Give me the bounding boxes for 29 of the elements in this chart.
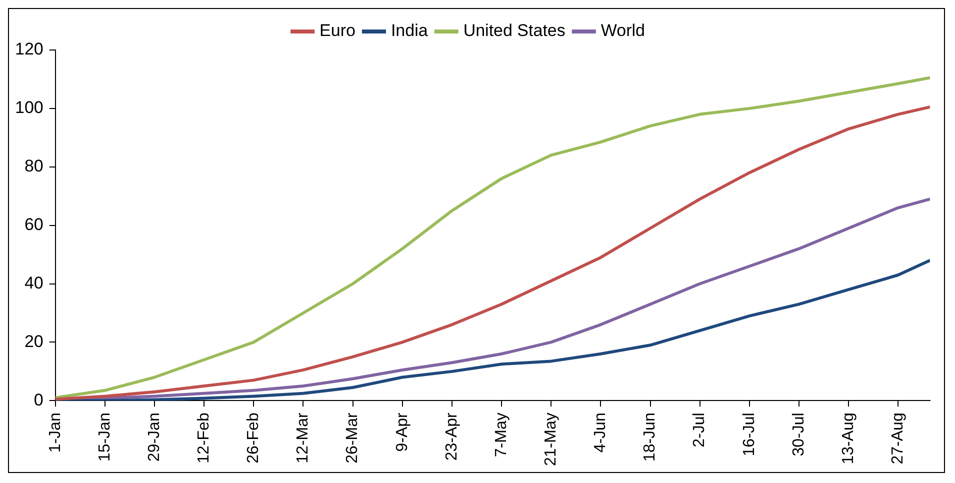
x-tick-label: 1-Jan [46,412,64,453]
y-tick-label: 40 [24,273,44,292]
legend-label: India [390,21,428,40]
x-tick-label: 26-Feb [245,412,262,464]
x-tick-label: 23-Apr [443,412,460,461]
x-tick-label: 9-Apr [394,412,411,452]
x-tick-label: 26-Mar [344,412,362,464]
x-tick-label: 30-Jul [790,412,808,456]
legend-label: United States [463,21,566,40]
y-tick-label: 60 [24,215,44,234]
x-tick-label: 15-Jan [96,412,114,462]
x-tick-label: 7-May [492,412,510,458]
y-tick-label: 100 [14,98,44,118]
x-tick-label: 16-Jul [740,412,758,456]
y-tick-label: 120 [14,40,44,59]
legend-label: World [600,21,645,40]
x-tick-label: 29-Jan [146,412,163,462]
x-tick-label: 12-Feb [195,412,212,464]
x-tick-label: 27-Aug [890,412,907,464]
y-tick-label: 0 [34,390,44,410]
x-tick-label: 18-Jun [642,412,659,462]
y-tick-label: 80 [24,156,44,176]
y-tick-label: 20 [24,332,44,351]
x-tick-label: 4-Jun [592,412,610,453]
x-tick-label: 13-Aug [840,412,857,464]
x-tick-label: 2-Jul [691,412,708,448]
x-tick-label: 12-Mar [294,412,312,464]
legend-label: Euro [320,21,356,40]
x-tick-label: 21-May [542,412,560,466]
